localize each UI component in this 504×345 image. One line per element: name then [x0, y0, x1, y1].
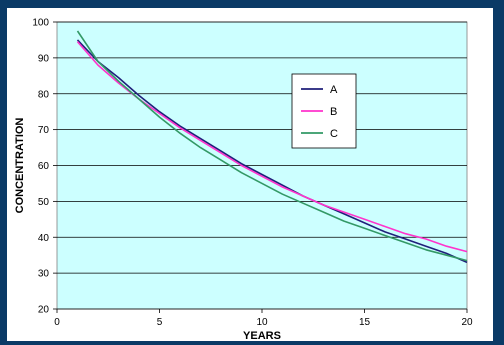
- x-tick-label: 20: [461, 317, 473, 328]
- x-tick-label: 5: [157, 317, 163, 328]
- x-axis-label: YEARS: [243, 330, 281, 341]
- y-tick-label: 80: [38, 89, 50, 100]
- y-tick-label: 100: [32, 18, 49, 29]
- y-tick-label: 90: [38, 53, 50, 64]
- y-tick-labels: 20 30 40 50 60 70 80 90 100: [32, 18, 49, 316]
- y-tick-label: 40: [38, 233, 50, 244]
- gridlines: [53, 21, 468, 313]
- series-line-a: [76, 39, 468, 264]
- series-lines: [76, 30, 468, 264]
- chart-panel: 20 30 40 50 60 70 80 90 100 0 5 10 15 20 YEARS CONCE…: [7, 8, 493, 341]
- y-axis-label: CONCENTRATION: [14, 118, 26, 214]
- legend-label-b: B: [330, 106, 337, 118]
- x-tick-label: 0: [54, 317, 60, 328]
- y-tick-label: 20: [38, 305, 50, 316]
- x-tick-labels: 0 5 10 15 20: [54, 317, 473, 328]
- line-chart: 20 30 40 50 60 70 80 90 100 0 5 10 15 20 YEARS CONCE…: [14, 18, 473, 342]
- y-tick-label: 60: [38, 161, 50, 172]
- y-tick-label: 70: [38, 125, 50, 136]
- legend: ABC: [291, 73, 357, 149]
- y-tick-label: 50: [38, 197, 50, 208]
- legend-label-a: A: [330, 84, 338, 96]
- legend-label-c: C: [330, 128, 338, 140]
- series-line-c: [76, 30, 468, 262]
- x-tick-label: 15: [359, 317, 371, 328]
- x-tick-label: 10: [256, 317, 268, 328]
- y-tick-label: 30: [38, 269, 50, 280]
